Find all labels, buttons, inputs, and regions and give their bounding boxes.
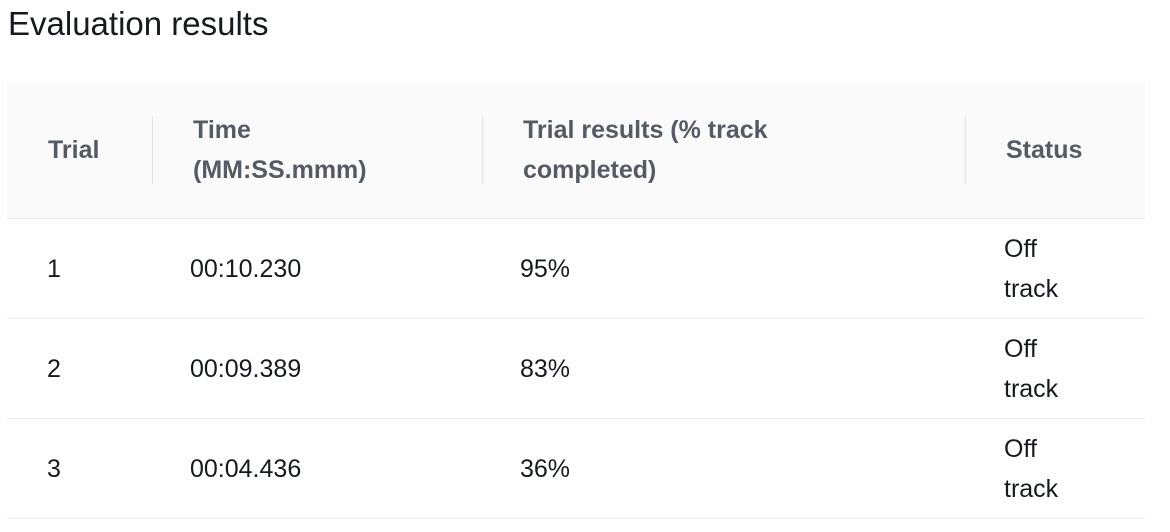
page-title: Evaluation results: [8, 5, 269, 42]
table-body: 1 00:10.230 95% Off track 2 00:09.389 83…: [7, 218, 1145, 519]
cell-result: 83%: [482, 318, 965, 419]
column-header-trial[interactable]: Trial: [7, 82, 152, 219]
cell-trial: 1: [7, 218, 152, 319]
cell-time: 00:04.436: [152, 418, 482, 519]
cell-result: 36%: [482, 418, 965, 519]
column-header-status-label: Status: [1006, 136, 1083, 164]
column-header-result-label: Trial results (% track completed): [523, 116, 768, 184]
cell-status: Off track: [965, 318, 1145, 419]
column-header-time[interactable]: Time (MM:SS.mmm): [152, 82, 482, 219]
evaluation-results-table-container: Trial Time (MM:SS.mmm) Trial results (% …: [7, 82, 1145, 519]
table-row: 3 00:04.436 36% Off track: [7, 418, 1145, 519]
column-header-time-label: Time (MM:SS.mmm): [193, 116, 367, 184]
cell-status: Off track: [965, 218, 1145, 319]
cell-trial: 3: [7, 418, 152, 519]
column-header-trial-label: Trial: [48, 136, 100, 164]
cell-trial: 2: [7, 318, 152, 419]
cell-result: 95%: [482, 218, 965, 319]
cell-status: Off track: [965, 418, 1145, 519]
table-row: 2 00:09.389 83% Off track: [7, 318, 1145, 419]
cell-time: 00:09.389: [152, 318, 482, 419]
table-header-row: Trial Time (MM:SS.mmm) Trial results (% …: [7, 82, 1145, 219]
cell-time: 00:10.230: [152, 218, 482, 319]
table-row: 1 00:10.230 95% Off track: [7, 218, 1145, 319]
column-header-status[interactable]: Status: [965, 82, 1145, 219]
evaluation-results-table: Trial Time (MM:SS.mmm) Trial results (% …: [7, 82, 1145, 519]
table-header: Trial Time (MM:SS.mmm) Trial results (% …: [7, 82, 1145, 219]
column-header-result[interactable]: Trial results (% track completed): [482, 82, 965, 219]
